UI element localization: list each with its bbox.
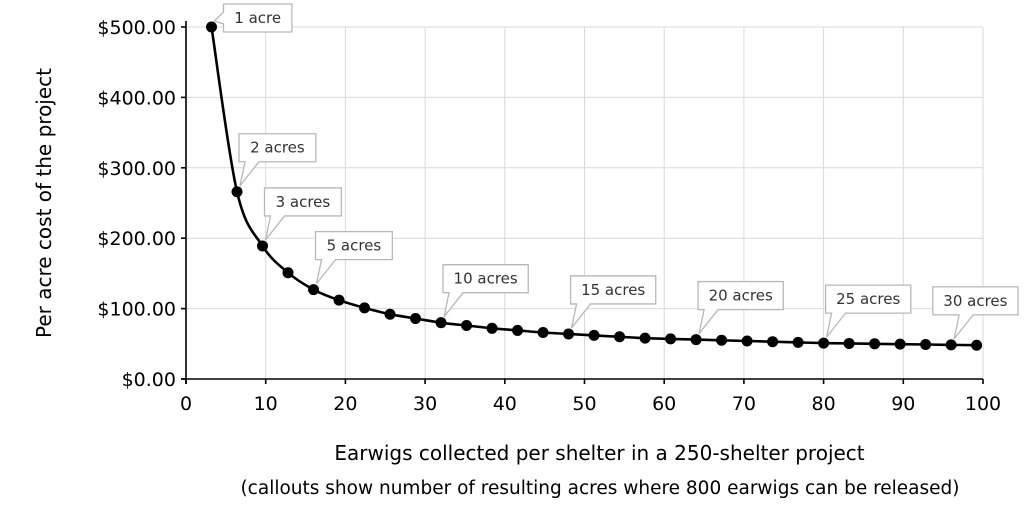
callouts: 1 acre 2 acres 3 acres 5 acres 10 acres 15 ac… xyxy=(213,3,1019,340)
callout: 15 acres xyxy=(569,275,657,329)
x-tick-label: 60 xyxy=(652,393,676,415)
data-point xyxy=(206,21,218,33)
data-point xyxy=(359,302,371,314)
data-point xyxy=(257,240,269,252)
data-point xyxy=(894,338,906,350)
callout-label: 1 acre xyxy=(234,9,281,27)
y-tick-label: $300.00 xyxy=(97,158,176,180)
data-point xyxy=(716,334,728,346)
callout-label: 3 acres xyxy=(276,193,331,211)
data-point xyxy=(231,186,243,198)
data-point xyxy=(843,337,855,349)
callout-label: 10 acres xyxy=(454,270,518,288)
data-point xyxy=(486,322,498,334)
y-tick-label: $200.00 xyxy=(97,228,176,250)
data-point xyxy=(410,312,422,324)
x-tick-label: 80 xyxy=(812,393,836,415)
data-point xyxy=(563,328,575,340)
y-tick-label: $500.00 xyxy=(97,17,176,39)
data-point xyxy=(512,324,524,336)
data-point xyxy=(614,331,626,343)
x-tick-labels: 0 10 20 30 40 50 60 70 80 90 100 xyxy=(180,379,1001,415)
callout-label: 20 acres xyxy=(709,287,773,305)
callout-box xyxy=(238,133,317,187)
data-point xyxy=(384,308,396,320)
callout: 10 acres xyxy=(442,264,529,318)
x-tick-label: 30 xyxy=(413,393,437,415)
x-tick-label: 50 xyxy=(572,393,596,415)
data-point xyxy=(333,294,345,306)
callout: 1 acre xyxy=(213,3,293,33)
callout-box xyxy=(569,275,657,329)
y-tick-label: $0.00 xyxy=(122,369,176,391)
callout: 20 acres xyxy=(697,280,784,334)
data-point xyxy=(920,339,932,351)
callout-label: 15 acres xyxy=(581,281,645,299)
axes xyxy=(181,21,983,384)
x-axis-title: Earwigs collected per shelter in a 250-s… xyxy=(334,441,864,465)
x-tick-label: 0 xyxy=(180,393,192,415)
x-axis-subtitle: (callouts show number of resulting acres… xyxy=(240,478,959,499)
data-point xyxy=(869,338,881,350)
callout-label: 2 acres xyxy=(250,139,305,157)
data-point xyxy=(741,335,753,347)
data-point xyxy=(945,339,957,351)
x-tick-label: 40 xyxy=(493,393,517,415)
x-tick-label: 90 xyxy=(891,393,915,415)
callout: 25 acres xyxy=(824,284,912,338)
x-tick-label: 20 xyxy=(333,393,357,415)
data-point xyxy=(665,333,677,345)
data-point xyxy=(971,339,983,351)
callout-box xyxy=(824,284,912,338)
data-point xyxy=(639,332,651,344)
data-points xyxy=(206,21,983,351)
data-point xyxy=(308,284,320,296)
y-tick-labels: $0.00 $100.00 $200.00 $300.00 $400.00 $500.00 xyxy=(97,17,186,391)
callout-box xyxy=(314,230,393,284)
data-point xyxy=(588,329,600,341)
x-tick-label: 70 xyxy=(732,393,756,415)
data-point xyxy=(792,336,804,348)
data-point xyxy=(282,267,294,279)
data-point xyxy=(537,327,549,339)
y-tick-label: $400.00 xyxy=(97,87,176,109)
callout-box xyxy=(213,3,293,33)
data-point xyxy=(435,317,447,329)
callout-label: 30 acres xyxy=(943,292,1007,310)
data-point xyxy=(461,319,473,331)
callout-box xyxy=(442,264,529,318)
callout-box xyxy=(932,286,1019,340)
callout: 2 acres xyxy=(238,133,317,187)
data-point xyxy=(767,336,779,348)
data-point xyxy=(690,334,702,346)
callout-label: 5 acres xyxy=(327,237,382,255)
callout-box xyxy=(263,187,342,241)
callout-box xyxy=(697,280,784,334)
y-axis-title: Per acre cost of the project xyxy=(32,68,56,338)
callout: 3 acres xyxy=(263,187,342,241)
x-tick-label: 10 xyxy=(254,393,278,415)
data-point xyxy=(818,337,830,349)
callout-label: 25 acres xyxy=(836,290,900,308)
y-tick-label: $100.00 xyxy=(97,299,176,321)
x-tick-label: 100 xyxy=(965,393,1001,415)
callout: 30 acres xyxy=(932,286,1019,340)
callout: 5 acres xyxy=(314,230,393,284)
